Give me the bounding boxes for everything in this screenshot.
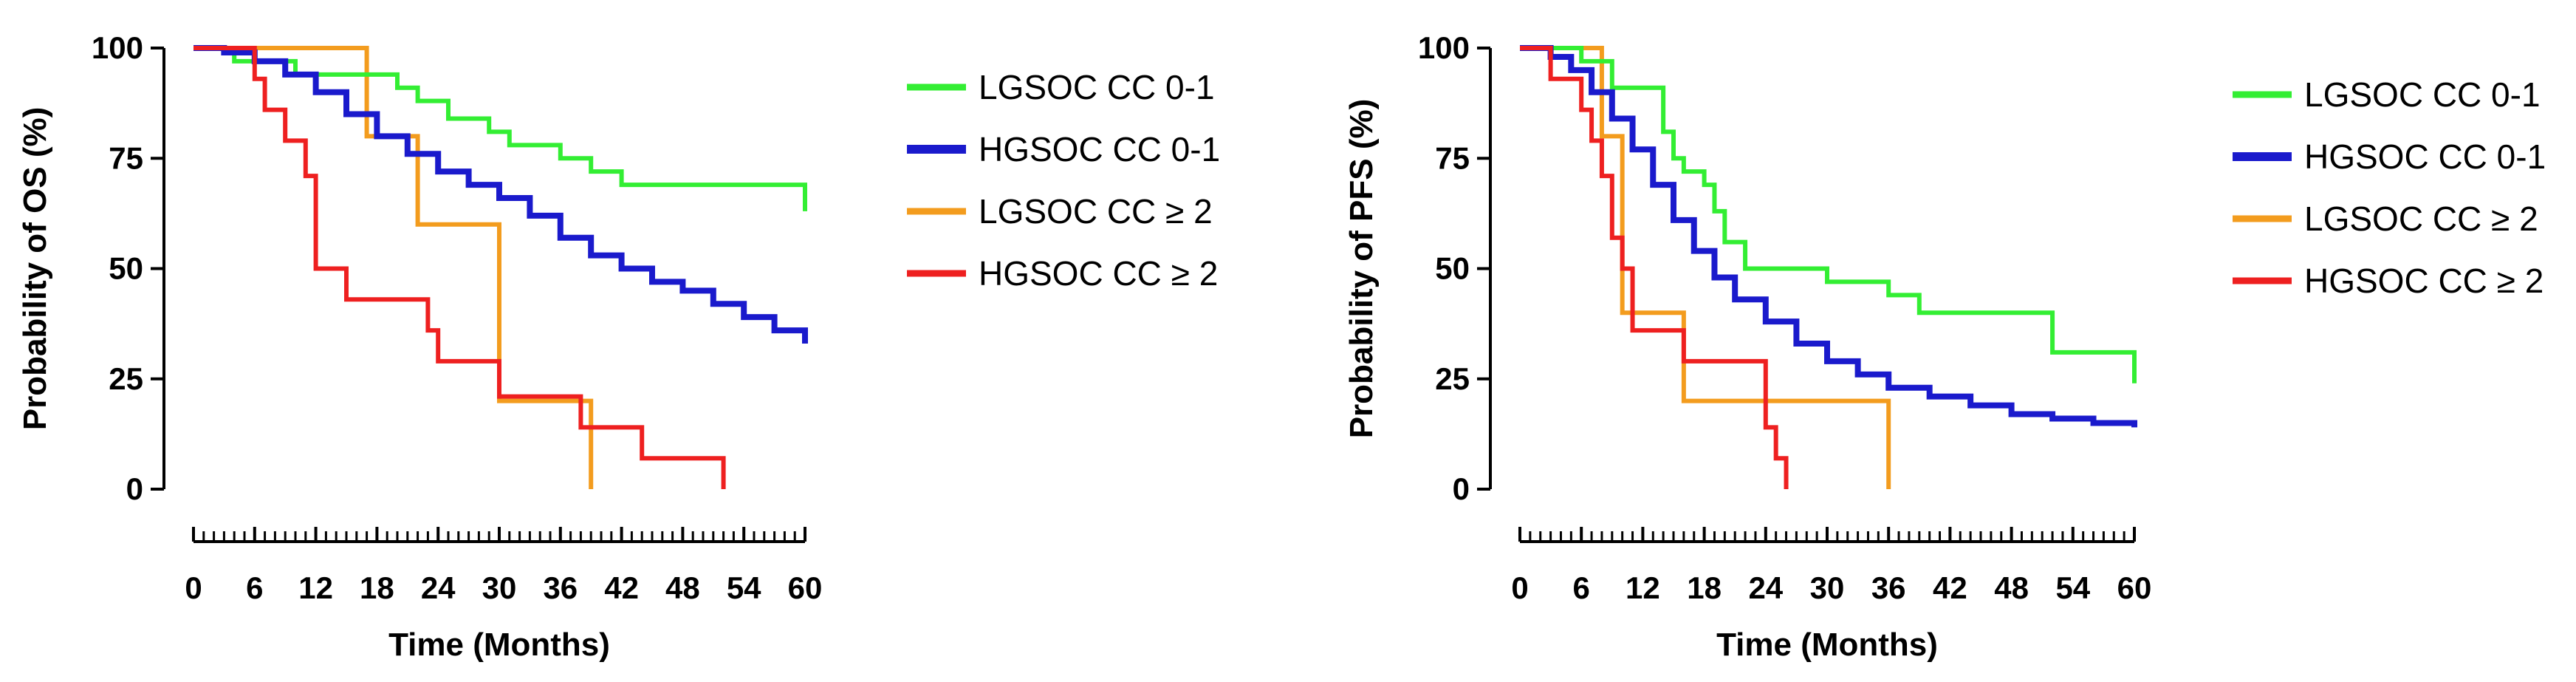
x-tick-label: 12 xyxy=(298,570,333,605)
legend-label: HGSOC CC 0-1 xyxy=(2304,137,2546,176)
x-tick-label: 60 xyxy=(788,570,823,605)
series-line-lgsoc-cc-2 xyxy=(193,46,594,489)
series-line-lgsoc-cc-0-1 xyxy=(1520,46,2137,383)
x-tick-label: 18 xyxy=(360,570,394,605)
legend-label: HGSOC CC ≥ 2 xyxy=(979,254,1218,293)
series-line-lgsoc-cc-2 xyxy=(1520,46,1891,489)
legend-label: LGSOC CC 0-1 xyxy=(979,68,1215,106)
series-line-hgsoc-cc-2 xyxy=(1520,46,1789,489)
x-tick-label: 30 xyxy=(482,570,517,605)
x-tick-label: 42 xyxy=(1933,570,1967,605)
x-tick-label: 36 xyxy=(1871,570,1906,605)
x-tick-label: 24 xyxy=(1748,570,1783,605)
x-tick-label: 42 xyxy=(604,570,639,605)
series-line-hgsoc-cc-2 xyxy=(193,46,726,489)
y-axis-title: Probability of OS (%) xyxy=(17,107,53,431)
x-tick-label: 6 xyxy=(246,570,263,605)
x-tick-label: 48 xyxy=(665,570,700,605)
y-tick-label: 100 xyxy=(1418,30,1470,65)
x-tick-label: 0 xyxy=(185,570,202,605)
y-tick-label: 0 xyxy=(1453,471,1470,506)
y-tick-label: 25 xyxy=(1435,361,1470,396)
series-line-hgsoc-cc-0-1 xyxy=(1520,45,2137,428)
y-axis-title: Probability of PFS (%) xyxy=(1343,99,1380,439)
y-tick-label: 75 xyxy=(109,140,143,175)
y-tick-label: 100 xyxy=(92,30,143,65)
x-axis-title: Time (Months) xyxy=(1716,627,1938,663)
series-line-hgsoc-cc-0-1 xyxy=(193,45,808,344)
legend-label: LGSOC CC ≥ 2 xyxy=(2304,200,2538,238)
x-tick-label: 48 xyxy=(1994,570,2029,605)
x-tick-label: 60 xyxy=(2117,570,2152,605)
legend-label: HGSOC CC ≥ 2 xyxy=(2304,262,2544,300)
x-tick-label: 18 xyxy=(1687,570,1722,605)
x-tick-label: 24 xyxy=(421,570,456,605)
x-tick-label: 36 xyxy=(543,570,578,605)
legend-label: LGSOC CC ≥ 2 xyxy=(979,192,1213,231)
x-tick-label: 30 xyxy=(1810,570,1845,605)
y-tick-label: 50 xyxy=(1435,251,1470,286)
x-tick-label: 12 xyxy=(1626,570,1660,605)
x-tick-label: 54 xyxy=(2055,570,2090,605)
y-tick-label: 75 xyxy=(1435,140,1470,175)
legend-label: HGSOC CC 0-1 xyxy=(979,130,1220,168)
x-tick-label: 54 xyxy=(727,570,761,605)
pfs-chart-panel: 0 25 50 75 100 Probability of PFS (%) 0 6 12 18 24… xyxy=(1343,30,2546,663)
x-axis-title: Time (Months) xyxy=(388,627,610,663)
y-tick-label: 25 xyxy=(109,361,143,396)
os-chart-panel: 0 25 50 75 100 Probability of OS (%) 0 6 12 18 24 3… xyxy=(17,30,1220,663)
y-tick-label: 50 xyxy=(109,251,143,286)
legend-label: LGSOC CC 0-1 xyxy=(2304,75,2541,114)
x-tick-label: 6 xyxy=(1573,570,1590,605)
x-tick-label: 0 xyxy=(1511,570,1528,605)
y-tick-label: 0 xyxy=(126,471,143,506)
